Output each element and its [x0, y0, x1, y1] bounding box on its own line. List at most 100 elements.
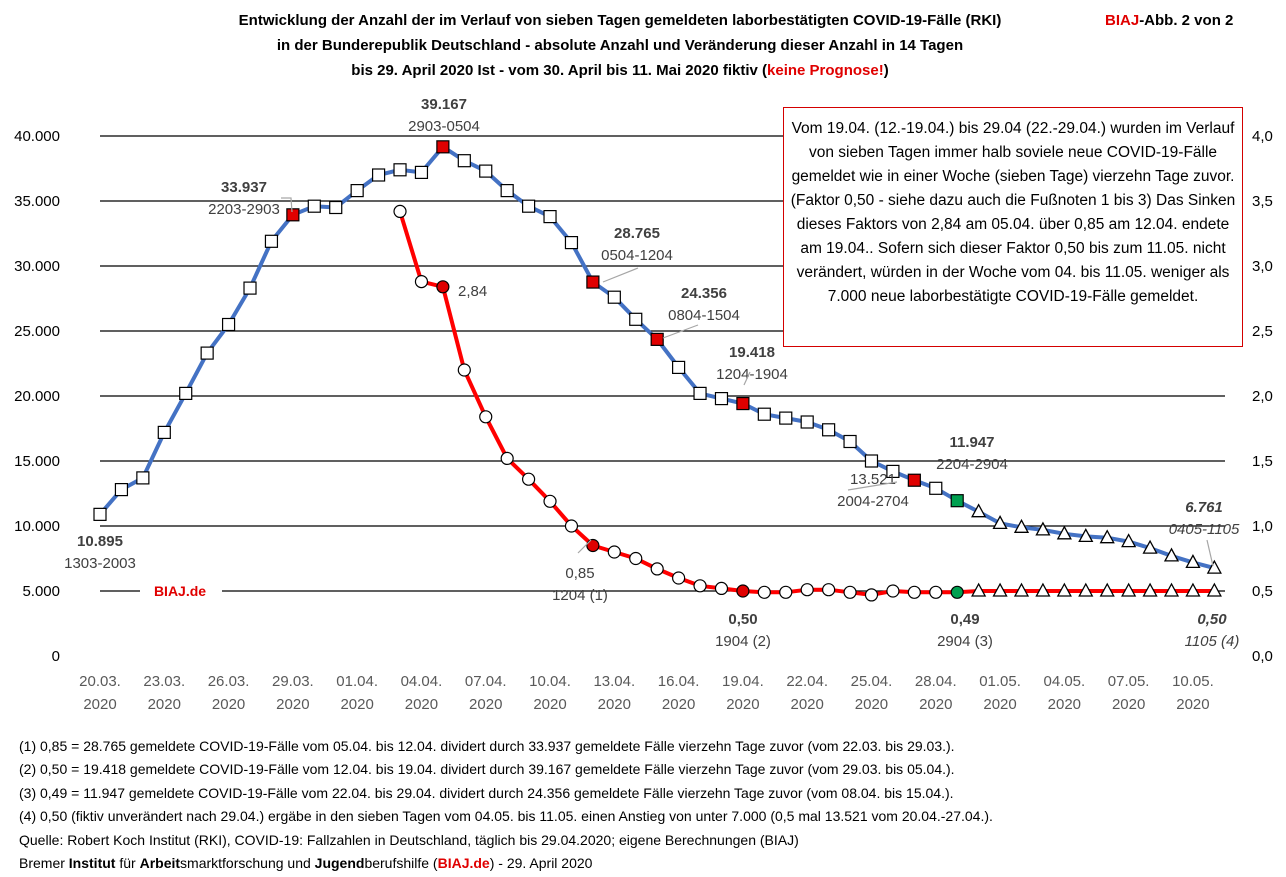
x-tick-label: 23.03.: [143, 673, 185, 690]
point: [179, 386, 193, 400]
point: [672, 571, 686, 585]
x-tick-label-year: 2020: [83, 696, 116, 713]
y-left-tick-label: 35.000: [14, 193, 60, 210]
point: [243, 281, 257, 295]
point: [436, 280, 450, 294]
annotation-value: 28.765: [614, 225, 660, 242]
point-fictive: [1121, 582, 1137, 597]
point: [886, 584, 900, 598]
x-tick-label: 22.04.: [786, 673, 828, 690]
point: [436, 140, 450, 154]
point: [414, 275, 429, 289]
point: [629, 551, 643, 566]
x-tick-label-year: 2020: [469, 696, 502, 713]
annotation-sub: 0804-1504: [668, 307, 740, 324]
point: [457, 154, 471, 168]
x-tick-label: 10.05.: [1172, 673, 1214, 690]
y-right-tick-label: 2,0: [1252, 388, 1273, 405]
y-left-tick-label: 20.000: [14, 388, 60, 405]
point: [586, 275, 600, 289]
point: [907, 473, 921, 487]
point-fictive: [971, 503, 987, 518]
point: [800, 415, 814, 429]
point-fictive: [1163, 547, 1180, 562]
point: [543, 210, 557, 224]
x-tick-label-year: 2020: [855, 696, 888, 713]
point-fictive: [992, 515, 1008, 530]
watermark-bg: [140, 582, 222, 600]
point-fictive: [1163, 582, 1180, 597]
x-tick-label: 13.04.: [593, 673, 635, 690]
leader-line: [577, 539, 592, 554]
y-right-tick-label: 0,0: [1252, 648, 1273, 665]
point-fictive: [1035, 582, 1051, 597]
point-fictive: [1099, 529, 1115, 544]
point: [521, 199, 536, 213]
footnote-4: (4) 0,50 (fiktiv unverändert nach 29.04.…: [19, 808, 993, 825]
point: [736, 396, 750, 411]
footnote-1: (1) 0,85 = 28.765 gemeldete COVID-19-Fäl…: [19, 738, 955, 754]
point: [414, 165, 429, 179]
point: [479, 164, 493, 178]
annotation-value: 6.761: [1185, 499, 1223, 516]
x-tick-label: 26.03.: [208, 673, 250, 690]
point-fictive: [1121, 533, 1137, 548]
x-tick-label: 07.04.: [465, 673, 507, 690]
point-fictive: [1035, 521, 1051, 536]
figure-badge: BIAJ-Abb. 2 von 2: [1105, 12, 1234, 29]
point-fictive: [1142, 582, 1158, 597]
y-left-tick-label: 10.000: [14, 518, 60, 535]
point: [822, 583, 836, 597]
y-left-tick-label: 15.000: [14, 453, 60, 470]
annotation-value: 39.167: [421, 96, 467, 113]
chart-plot: 0 5.000 10.000 15.000 20.000 25.000 30.000 35.0…: [14, 96, 1273, 713]
point-fictive: [1206, 582, 1222, 597]
x-tick-label: 04.05.: [1043, 673, 1085, 690]
point-fictive: [971, 582, 987, 597]
x-tick-label: 29.03.: [272, 673, 314, 690]
y-right-tick-label: 3,0: [1252, 258, 1273, 275]
x-tick-label-year: 2020: [405, 696, 438, 713]
annotation-sub: 1303-2003: [64, 555, 136, 572]
annotation-value: 24.356: [681, 285, 727, 302]
title-line-2: in der Bunderepublik Deutschland - absol…: [276, 37, 964, 54]
point-fictive: [1099, 582, 1115, 597]
x-tick-label-year: 2020: [791, 696, 824, 713]
annotation-sub: 0504-1204: [601, 247, 673, 264]
point: [393, 163, 407, 177]
annotation-sub: 1204 (1): [552, 587, 608, 604]
point: [543, 494, 557, 508]
point: [221, 317, 236, 332]
point: [693, 579, 707, 593]
y-left-tick-label: 30.000: [14, 258, 60, 275]
annotation-sub: 0405-1105: [1169, 521, 1240, 538]
point: [693, 386, 707, 400]
leader-line: [743, 371, 751, 386]
point-fictive: [1056, 525, 1072, 540]
point: [629, 312, 643, 326]
point: [564, 236, 579, 250]
source-note: Quelle: Robert Koch Institut (RKI), COVI…: [19, 831, 799, 848]
point: [779, 585, 793, 599]
x-tick-label: 10.04.: [529, 673, 571, 690]
point: [822, 423, 836, 437]
y-right-tick-label: 0,5: [1252, 583, 1273, 600]
point-fictive: [1185, 582, 1201, 597]
point: [371, 168, 386, 182]
x-tick-label-year: 2020: [533, 696, 566, 713]
point: [864, 454, 879, 468]
point-fictive: [1078, 582, 1094, 597]
footnote-2: (2) 0,50 = 19.418 gemeldete COVID-19-Fäl…: [19, 761, 955, 778]
point: [714, 392, 729, 406]
watermark: BIAJ.de: [154, 583, 206, 599]
leader-line: [602, 267, 639, 283]
point: [779, 411, 793, 425]
leader-line: [662, 324, 699, 339]
point: [264, 234, 279, 248]
x-tick-label: 25.04.: [851, 673, 893, 690]
annotation-value: 0,49: [950, 611, 979, 628]
x-tick-label-year: 2020: [212, 696, 245, 713]
y-right-tick-label: 4,0: [1252, 128, 1273, 145]
x-tick-label-year: 2020: [1112, 696, 1145, 713]
point: [864, 588, 879, 602]
